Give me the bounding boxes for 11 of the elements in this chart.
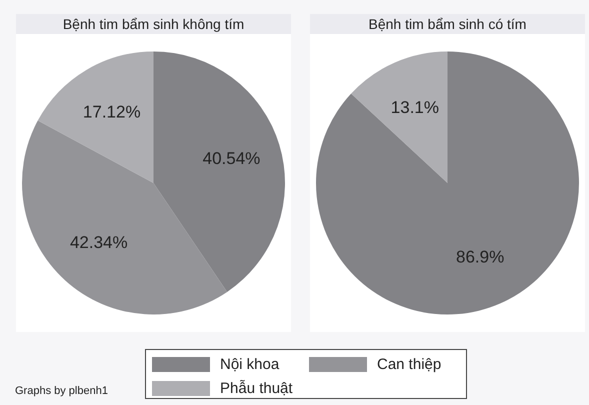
legend-label: Can thiệp (377, 356, 442, 372)
legend-label: Nội khoa (220, 356, 280, 372)
data-label: 17.12% (82, 102, 141, 122)
data-label: 40.54% (202, 148, 260, 168)
data-label: 42.34% (70, 233, 128, 252)
chart-title: Bệnh tim bẩm sinh không tím (16, 14, 291, 34)
text: Graphs by plbenh1 (15, 385, 108, 397)
data-label: 13.1% (390, 98, 439, 117)
chart-title: Bệnh tim bẩm sinh có tím (310, 14, 585, 34)
data-label: 86.9% (456, 247, 504, 266)
legend-label: Phẫu thuật (220, 380, 293, 396)
